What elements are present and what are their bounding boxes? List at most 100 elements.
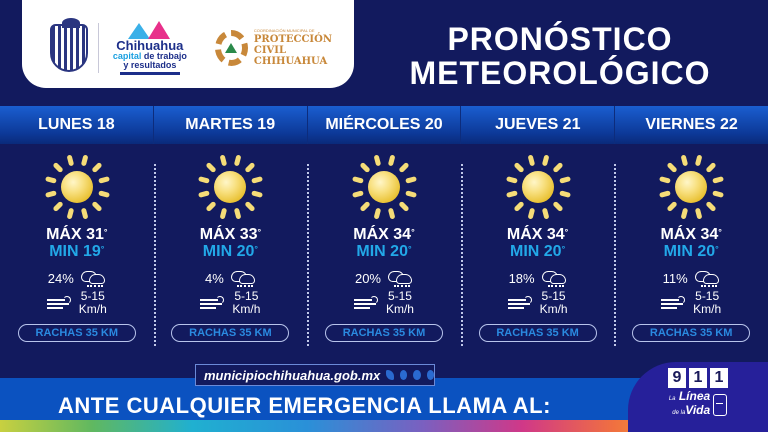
day-column: MÁX 34° MIN 20° 11% 5-15 Km/h RACHAS 35 K… [614,144,768,356]
degree-symbol: ° [715,244,719,254]
rainbow-strip [0,420,768,432]
linea-small-2: de la [672,410,686,416]
max-temp-value: MÁX 34 [353,226,412,243]
pc-small-text: COORDINACIÓN MUNICIPAL DE [253,28,315,34]
max-temp: MÁX 33° [200,226,261,243]
emergency-911-badge: 9 1 1 La Línea de laVida [628,362,768,432]
wind-value: 5-15 Km/h [79,290,107,316]
phone-icon [713,394,728,416]
wind-icon [507,296,532,310]
degree-symbol: ° [561,244,566,254]
gusts-badge: RACHAS 35 KM [324,324,443,342]
pc-line2: CHIHUAHUA [253,55,328,67]
rain-probability: 18% [509,268,567,288]
title-line1: PRONÓSTICO [447,21,673,57]
pc-line1: PROTECCIÓN CIVIL [253,33,332,56]
min-temp-value: MIN 20 [509,243,562,260]
facebook-icon[interactable] [399,370,408,380]
degree-symbol: ° [411,227,415,237]
sun-icon [42,152,112,222]
min-temp-value: MIN 19 [49,243,101,260]
instagram-icon[interactable] [413,370,421,380]
max-temp: MÁX 34° [353,226,414,243]
day-column: MÁX 34° MIN 20° 18% 5-15 Km/h RACHAS 35 K… [460,144,615,356]
wind-unit: Km/h [78,302,107,316]
wind-range: 5-15 [695,289,720,303]
sun-icon [503,152,573,222]
max-temp-value: MÁX 31 [46,226,104,243]
911-digits: 9 1 1 [668,368,728,388]
linea-text: La Línea de laVida [668,389,711,419]
wind-speed: 5-15 Km/h [507,290,568,316]
website-link[interactable]: municipiochihuahua.gob.mx [204,367,381,383]
wind-value: 5-15 Km/h [693,290,721,316]
wind-value: 5-15 Km/h [540,290,568,316]
min-temp-value: MIN 20 [663,243,716,260]
wind-range: 5-15 [234,289,259,303]
rain-probability: 20% [355,268,413,288]
logo-bar [119,72,180,76]
degree-symbol: ° [257,227,262,237]
min-temp: MIN 20° [507,243,568,260]
rain-percent: 20% [354,270,381,286]
sun-icon [349,152,419,222]
min-temp-value: MIN 20 [356,243,408,260]
max-temp: MÁX 31° [46,226,107,243]
title-line2: METEOROLÓGICO [409,55,711,91]
wind-value: 5-15 Km/h [386,290,414,316]
degree-symbol: ° [564,227,569,237]
digit: 1 [689,368,707,388]
rain-percent: 18% [508,270,535,286]
cloud-rain-icon [228,268,256,288]
rain-probability: 11% [663,268,720,288]
cloud-rain-icon [78,268,106,288]
day-column: MÁX 31° MIN 19° 24% 5-15 Km/h RACHAS 35 K… [0,144,154,356]
max-temp-value: MÁX 33 [199,226,258,243]
wind-unit: Km/h [232,302,261,316]
min-temp: MIN 20° [200,243,261,260]
wind-speed: 5-15 Km/h [200,290,260,316]
day-header: MIÉRCOLES 20 [308,106,462,144]
day-header: MARTES 19 [154,106,308,144]
wind-icon [353,296,378,310]
cloud-rain-icon [539,268,567,288]
min-temp: MIN 20° [660,243,721,260]
logo-city-name: Chihuahua [116,37,184,53]
gusts-badge: RACHAS 35 KM [478,324,597,342]
forecast-columns: MÁX 31° MIN 19° 24% 5-15 Km/h RACHAS 35 K… [0,144,768,356]
day-column: MÁX 34° MIN 20° 20% 5-15 Km/h RACHAS 35 K… [307,144,461,356]
twitter-icon[interactable] [386,370,394,380]
rain-probability: 24% [48,268,106,288]
day-header: JUEVES 21 [461,106,616,144]
linea-small-1: La [668,396,676,402]
chihuahua-capital-logo: Chihuahua capital de trabajo y resultado… [107,20,193,76]
temperatures: MÁX 33° MIN 20° [200,226,261,260]
rain-percent: 11% [662,270,688,286]
sun-icon [195,152,265,222]
temperatures: MÁX 34° MIN 20° [507,226,568,260]
temperatures: MÁX 34° MIN 20° [660,226,721,260]
linea-de-la-vida-logo: La Línea de laVida [668,389,728,419]
min-temp: MIN 20° [353,243,414,260]
wind-value: 5-15 Km/h [232,290,260,316]
wind-range: 5-15 [541,289,566,303]
linea-big-2: Vida [685,403,711,417]
tagline-resultados: y resultados [123,60,177,70]
wind-speed: 5-15 Km/h [46,290,107,316]
website-box: municipiochihuahua.gob.mx [195,364,435,386]
max-temp-value: MÁX 34 [660,226,719,243]
day-header: VIERNES 22 [645,116,738,133]
proteccion-civil-text: COORDINACIÓN MUNICIPAL DE PROTECCIÓN CIV… [253,28,354,67]
wind-speed: 5-15 Km/h [353,290,414,316]
tagline-capital: capital [112,50,142,61]
gusts-badge: RACHAS 35 KM [17,324,136,342]
logo-city-tagline: capital de trabajo y resultados [112,50,187,71]
gusts-badge: RACHAS 35 KM [632,324,751,342]
proteccion-civil-logo: COORDINACIÓN MUNICIPAL DE PROTECCIÓN CIV… [214,28,354,67]
linea-big-1: Línea [678,389,711,403]
mountains-icon [127,20,172,39]
rain-percent: 4% [204,270,224,286]
tagline-trabajo: de trabajo [141,50,187,61]
tiktok-icon[interactable] [426,370,434,380]
wind-unit: Km/h [539,302,568,316]
